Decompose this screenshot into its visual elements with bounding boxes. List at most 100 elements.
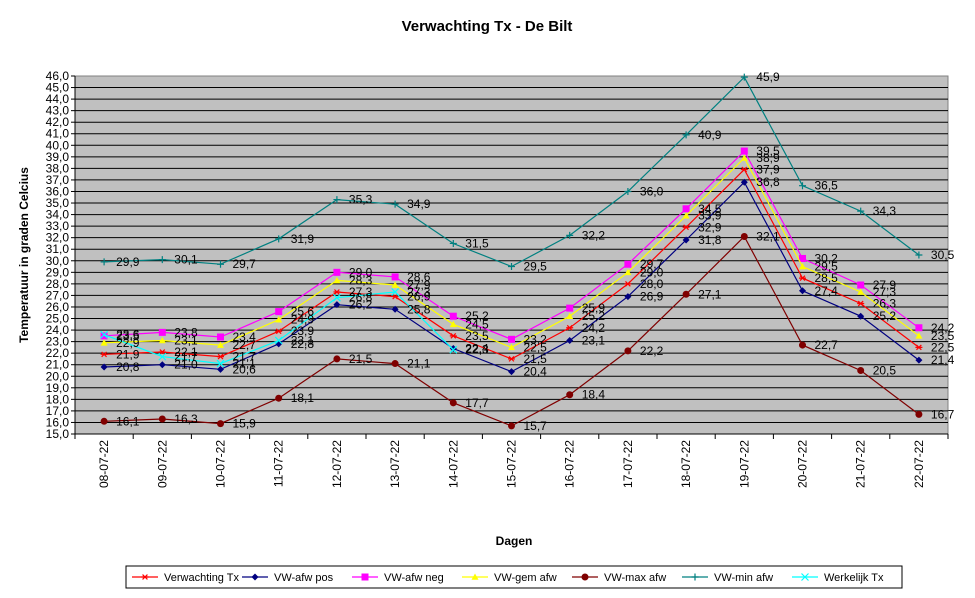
data-point-marker [799,287,806,295]
data-point-marker [740,154,748,161]
data-point-marker [624,347,632,355]
data-label: 22,5 [931,340,955,354]
y-tick-label: 41,0 [46,127,70,141]
data-label: 27,9 [873,278,897,292]
data-label: 34,5 [698,202,722,216]
data-label: 26,2 [349,298,373,312]
data-label: 45,9 [756,70,780,84]
data-labels: 21,9 22,1 21,723,927,3 26,923,521,524,228,0… [116,70,954,433]
data-label: 23,1 [582,333,606,347]
y-tick-label: 36,0 [46,184,70,198]
data-point-marker [682,205,690,213]
data-label: 37,9 [756,163,780,177]
legend-item: Verwachting Tx [132,572,240,584]
data-point-marker [217,341,224,348]
data-label: 23,1 [174,333,198,347]
data-point-marker [333,196,341,204]
data-point-marker [449,345,457,353]
x-tick-label: 22-07-22 [912,440,926,488]
data-label: 21,1 [233,357,257,371]
data-point-marker [158,415,166,423]
data-point-marker [217,365,224,373]
y-tick-label: 42,0 [46,115,70,129]
data-point-marker [158,349,166,355]
data-point-marker [471,573,479,580]
x-tick-label: 10-07-22 [214,440,228,488]
data-point-marker [333,355,341,363]
data-label: 32,2 [582,228,606,242]
data-label: 21,5 [524,352,548,366]
data-point-marker [217,333,224,341]
data-point-marker [508,368,515,376]
data-point-marker [566,312,574,320]
data-label: 31,9 [291,232,315,246]
series-vw-afw-pos [100,178,923,376]
data-label: 22,8 [291,337,315,351]
x-tick-label: 08-07-22 [97,440,111,488]
data-point-marker [740,233,748,241]
series-vw-gem-afw [100,154,923,351]
data-label: 23,5 [116,329,140,343]
y-tick-label: 25,0 [46,312,70,326]
data-point-marker [857,281,865,289]
legend-label: VW-max afw [604,572,666,584]
data-point-marker [691,573,699,581]
data-label: 34,9 [407,197,431,211]
data-point-marker [158,256,166,264]
data-point-marker [508,263,515,271]
gridlines [75,87,948,423]
data-label: 22,5 [524,340,548,354]
data-label: 30,1 [174,253,198,267]
data-label: 20,8 [116,360,140,374]
data-point-marker [915,332,923,339]
y-tick-label: 27,0 [46,288,70,302]
x-axis-title: Dagen [496,534,533,548]
data-point-marker [333,268,341,276]
data-label: 23,6 [116,328,140,342]
y-tick-label: 35,0 [46,196,70,210]
legend-item: VW-max afw [572,572,666,584]
data-point-marker [251,573,259,581]
data-point-marker [391,281,399,288]
legend-box [125,565,903,589]
data-label: 23,4 [233,330,257,344]
data-point-marker [274,336,283,345]
data-label: 18,4 [582,388,606,402]
data-point-marker [217,420,224,428]
data-point-marker [449,345,458,354]
data-point-marker [391,360,399,368]
data-point-marker [799,341,806,349]
data-label: 24,2 [582,321,606,335]
data-label: 32,9 [698,220,722,234]
y-tick-label: 40,0 [46,138,70,152]
legend-item: VW-gem afw [462,572,557,584]
data-label: 32,1 [756,230,780,244]
data-point-marker [158,328,166,336]
data-label: 27,4 [815,284,839,298]
data-point-marker [857,300,865,307]
data-label: 31,5 [465,236,489,250]
y-tick-label: 21,0 [46,358,70,372]
data-point-marker [740,178,748,186]
chart-title: Verwachting Tx - De Bilt [402,18,573,35]
data-point-marker [141,574,149,580]
x-tick-label: 17-07-22 [621,440,635,488]
data-label: 22,1 [174,345,198,359]
y-tick-label: 44,0 [46,92,70,106]
data-label: 22,2 [640,344,664,358]
data-label: 23,8 [174,325,198,339]
data-label: 27,9 [407,278,431,292]
data-point-marker [799,263,806,270]
data-label: 20,4 [524,365,548,379]
data-point-marker [857,288,865,295]
series-vw-max-afw [100,233,923,430]
data-label: 21,4 [931,353,955,367]
series-vw-min-afw [100,73,923,271]
data-point-marker [508,343,515,351]
data-label: 21,5 [349,352,373,366]
data-point-marker [158,352,167,361]
data-point-marker [158,361,166,369]
data-point-marker [799,182,806,190]
data-label: 21,7 [233,350,257,364]
data-point-marker [333,289,341,295]
